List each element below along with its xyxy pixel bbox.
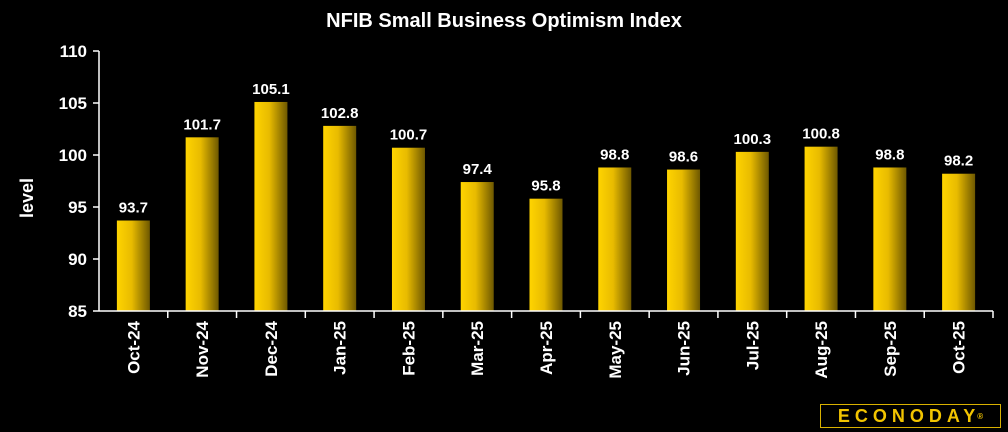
econoday-logo-text: ECONODAY ®	[821, 405, 1000, 427]
data-label: 105.1	[252, 81, 290, 98]
y-axis-label: level	[17, 178, 37, 218]
y-tick-label: 90	[68, 250, 87, 269]
x-tick-label: Aug-25	[812, 321, 831, 379]
x-tick-label: Dec-24	[262, 320, 281, 376]
logo-registered-mark: ®	[977, 411, 984, 421]
bar	[116, 220, 150, 311]
data-label: 98.8	[600, 146, 629, 163]
data-labels: 93.7 101.7 105.1 102.8 100.7 97.4 95.8 98.8 98.6…	[119, 81, 973, 217]
bar	[185, 137, 219, 311]
data-label: 98.8	[875, 146, 904, 163]
x-tick-label: Sep-25	[881, 321, 900, 377]
x-tick-label: Oct-24	[124, 320, 143, 373]
bar	[804, 146, 838, 311]
data-label: 101.7	[183, 116, 221, 133]
bar	[735, 151, 769, 311]
data-label: 102.8	[321, 105, 359, 122]
y-axis-ticks: 85 90 95 100 105 110	[59, 42, 99, 321]
y-tick-label: 105	[59, 94, 87, 113]
bar	[323, 125, 357, 311]
bar-series	[116, 101, 976, 312]
bar	[391, 147, 425, 311]
data-label: 97.4	[463, 161, 493, 178]
data-label: 98.2	[944, 153, 973, 170]
y-tick-label: 100	[59, 146, 87, 165]
logo-wordmark: ECONODAY	[837, 405, 981, 426]
bar	[598, 167, 632, 311]
y-tick-label: 110	[60, 42, 87, 61]
chart-title: NFIB Small Business Optimism Index	[326, 10, 682, 32]
x-tick-label: Jan-25	[331, 321, 350, 375]
data-label: 100.3	[734, 131, 772, 148]
x-tick-label: Oct-25	[950, 321, 969, 374]
data-label: 93.7	[119, 200, 148, 217]
data-label: 100.8	[802, 126, 840, 143]
x-axis-categories: Oct-24 Nov-24 Dec-24 Jan-25 Feb-25 Mar-25 Apr-…	[124, 320, 968, 378]
x-tick-label: Jul-25	[743, 321, 762, 370]
y-tick-label: 95	[68, 198, 87, 217]
bar	[254, 101, 288, 312]
x-tick-label: Apr-25	[537, 321, 556, 375]
data-label: 95.8	[531, 178, 560, 195]
x-tick-label: Mar-25	[468, 321, 487, 376]
econoday-logo: ECONODAY ®	[820, 404, 1001, 428]
y-tick-label: 85	[68, 302, 87, 321]
x-tick-label: Nov-24	[193, 320, 212, 377]
x-tick-label: Feb-25	[399, 321, 418, 376]
bar	[873, 167, 907, 311]
x-tick-label: Jun-25	[675, 321, 694, 376]
data-label: 98.6	[669, 149, 698, 166]
bar	[460, 182, 494, 311]
bar	[942, 173, 976, 311]
bar	[529, 198, 563, 311]
bar	[667, 169, 701, 311]
data-label: 100.7	[390, 127, 428, 144]
x-axis-ticks	[167, 311, 994, 318]
x-tick-label: May-25	[606, 321, 625, 379]
